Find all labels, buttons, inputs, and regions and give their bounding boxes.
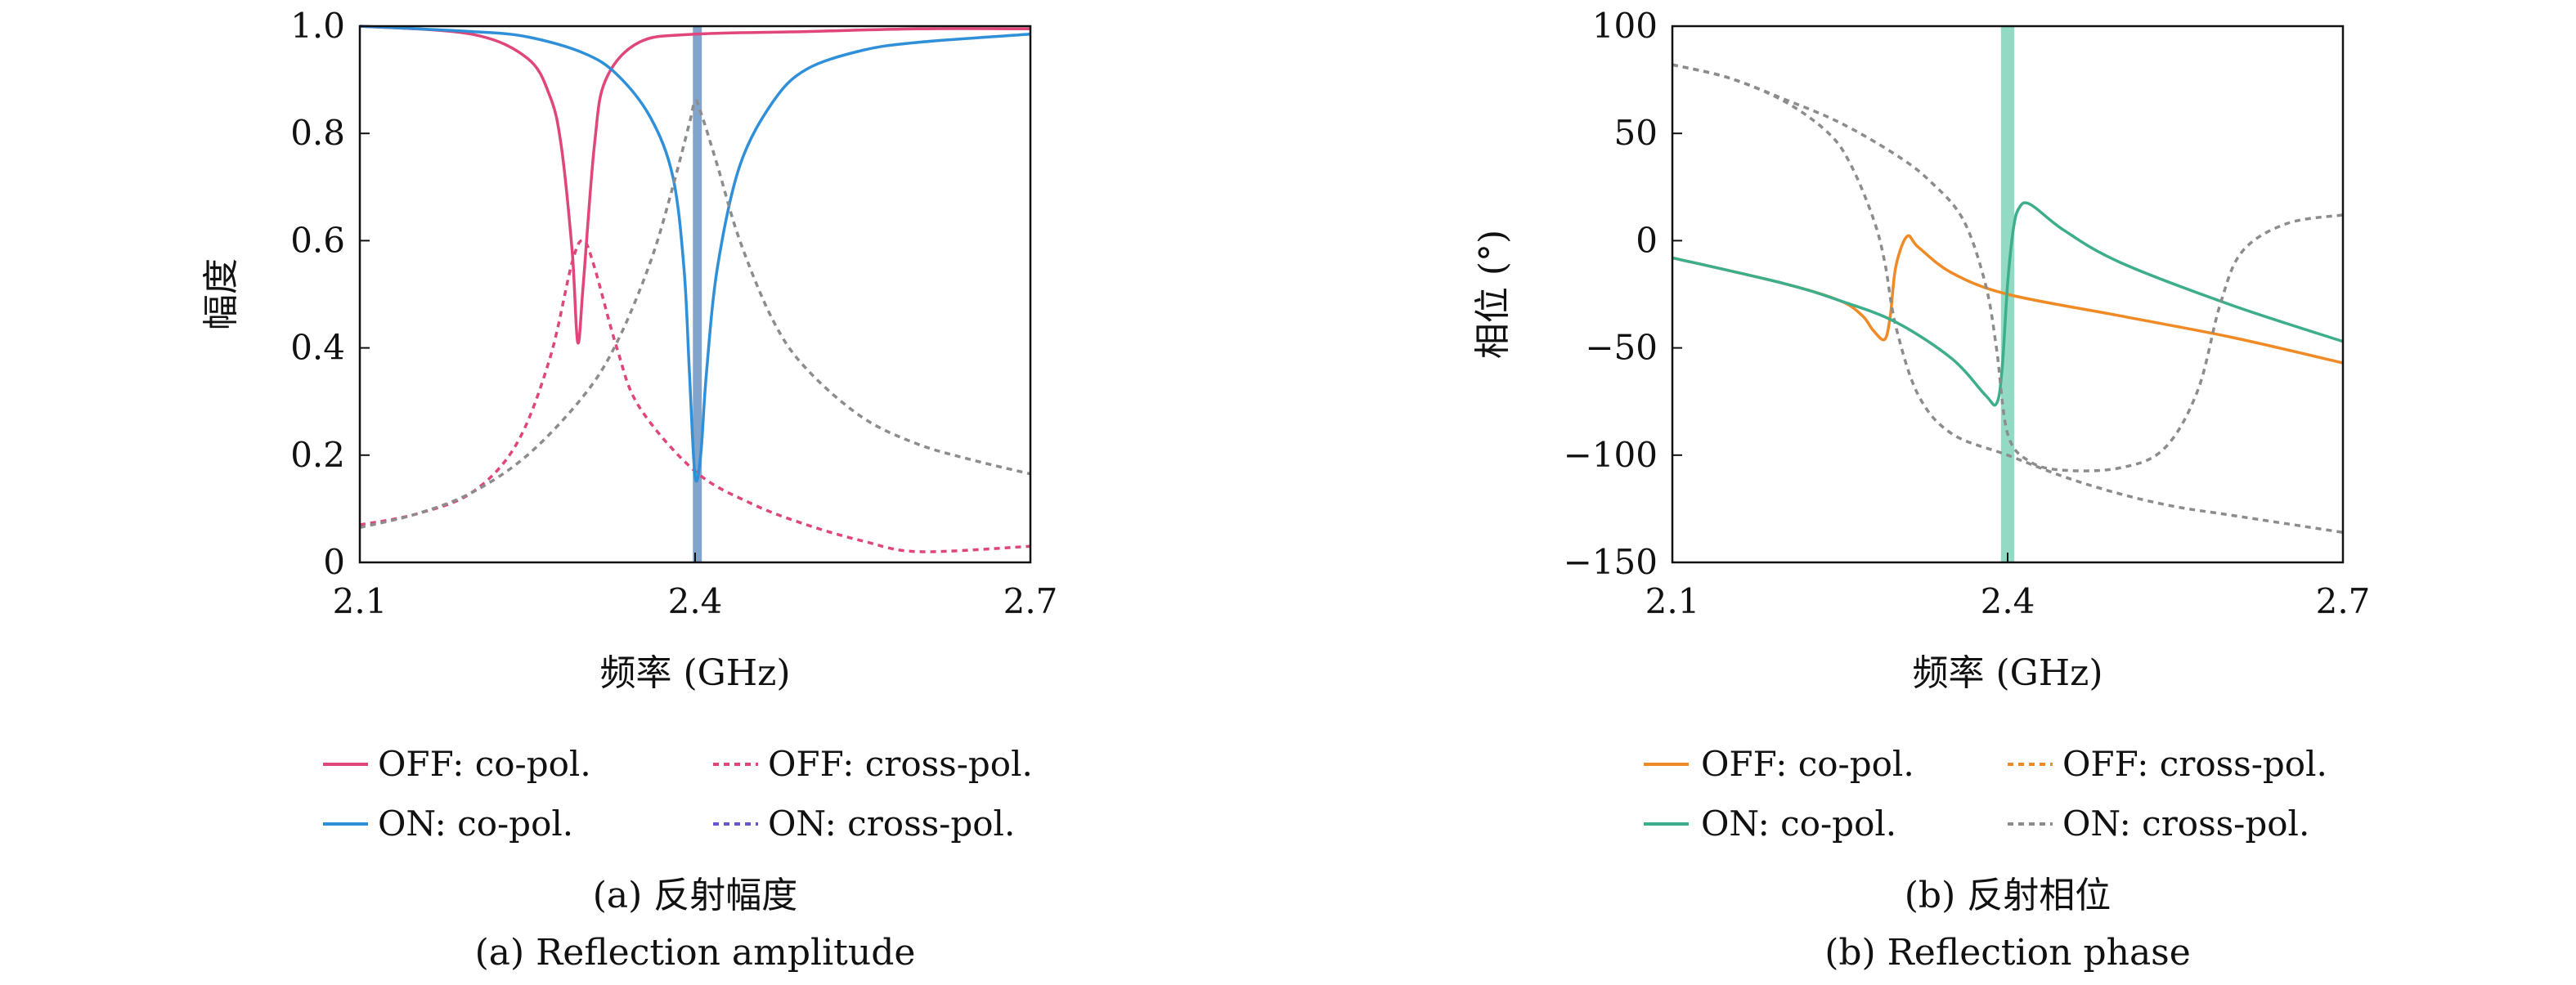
panel-a-x-axis-label: 频率 (GHz) [599,652,790,694]
panel-a-x-tick-label: 2.1 [333,581,388,621]
panel-b-series-line-3 [1672,201,2344,407]
legend-a2-label: OFF: cross-pol. [768,744,1033,784]
panel-b-y-tick-label: −50 [1585,328,1658,368]
panel-b-y-tick-label: −100 [1564,435,1658,475]
panel-b-y-tick-label: 100 [1592,6,1658,46]
panel-a-series-line-1 [359,25,1031,345]
panel-b-legend: OFF: co-pol. OFF: cross-pol. ON: co-pol.… [1644,744,2327,844]
legend-a3-label: ON: co-pol. [378,804,573,844]
panel-a-x-ticks: 2.1 2.4 2.7 [333,553,1058,621]
panel-a-legend: OFF: co-pol. OFF: cross-pol. ON: co-pol.… [323,744,1033,844]
legend-a1-label: OFF: co-pol. [378,744,591,784]
panel-b-series-line-2 [1672,63,2344,535]
legend-b3-label: ON: co-pol. [1701,804,1896,844]
panel-a-x-tick-label: 2.4 [668,581,723,621]
panel-b-x-tick-label: 2.1 [1645,581,1700,621]
panel-b-y-tick-label: 50 [1614,113,1658,153]
panel-a-y-tick-label: 0.6 [290,220,345,260]
panel-a-y-tick-label: 1.0 [290,6,345,46]
panel-b-caption-cn: (b) 反射相位 [1905,875,2111,916]
panel-a-y-axis-label: 幅度 [200,258,242,330]
legend-a4-label: ON: cross-pol. [768,804,1015,844]
panel-b-series [1672,63,2344,535]
panel-a-y-tick-label: 0 [323,542,345,582]
panel-a: 0 0.2 0.4 0.6 0.8 1.0 2.1 2.4 2.7 幅度 频率 (GHz) O… [200,6,1057,974]
panel-b-y-axis-label: 相位 (°) [1472,230,1514,359]
panel-a-caption-en: (a) Reflection amplitude [475,932,916,974]
panel-a-y-tick-label: 0.2 [290,435,345,475]
panel-b-x-tick-label: 2.4 [1981,581,2035,621]
panel-a-y-tick-label: 0.4 [290,328,345,368]
panel-b: 100 50 0 −50 −100 −150 2.1 2.4 2.7 相位 (°) 频率 (G… [1472,6,2370,974]
panel-b-y-tick-label: 0 [1636,220,1658,260]
panel-a-series-line-2 [359,239,1031,553]
panel-a-series-line-3 [359,25,1031,483]
panel-a-caption-cn: (a) 反射幅度 [593,875,798,916]
panel-a-series-line-4 [359,99,1031,530]
panel-b-caption-en: (b) Reflection phase [1824,932,2191,974]
panel-a-y-tick-label: 0.8 [290,113,345,153]
panel-a-band [693,26,702,562]
legend-b1-label: OFF: co-pol. [1701,744,1914,784]
panel-a-y-ticks: 0 0.2 0.4 0.6 0.8 1.0 [290,6,370,582]
panel-b-x-ticks: 2.1 2.4 2.7 [1645,553,2371,621]
legend-b4-label: ON: cross-pol. [2062,804,2309,844]
panel-b-x-tick-label: 2.7 [2316,581,2371,621]
panel-b-series-line-4 [1672,63,2344,472]
panel-a-series [359,25,1031,553]
legend-b2-label: OFF: cross-pol. [2062,744,2327,784]
panel-a-x-tick-label: 2.7 [1003,581,1058,621]
panel-b-y-ticks: 100 50 0 −50 −100 −150 [1564,6,1682,582]
panel-b-x-axis-label: 频率 (GHz) [1912,652,2103,694]
panel-b-y-tick-label: −150 [1564,542,1658,582]
